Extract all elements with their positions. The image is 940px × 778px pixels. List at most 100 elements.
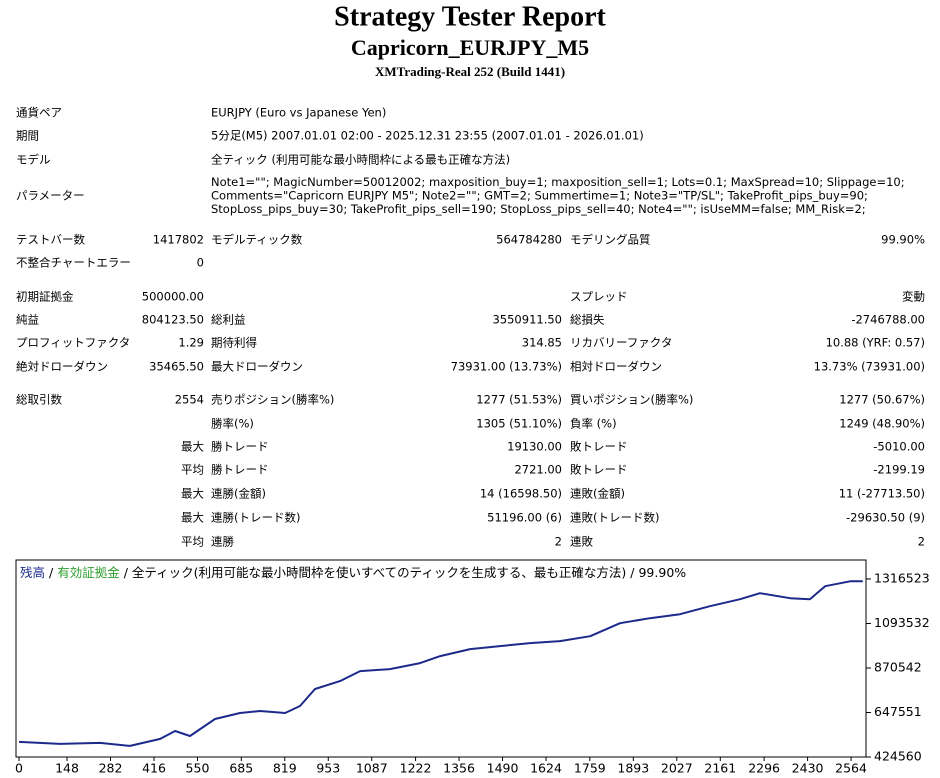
stat-label: 初期証拠金 — [16, 290, 74, 304]
x-tick-label: 1893 — [617, 761, 649, 776]
stat-label: 純益 — [16, 313, 39, 327]
legend-separator: / — [49, 565, 54, 580]
stat-value: 2554 — [175, 393, 204, 407]
stat-value: -2746788.00 — [851, 313, 925, 327]
stat-label: リカバリーファクタ — [570, 336, 672, 350]
x-tick-label: 1490 — [487, 761, 519, 776]
x-tick-label: 2564 — [835, 761, 867, 776]
stat-value: 1.29 — [178, 336, 204, 350]
info-value: Comments="Capricorn EURJPY M5"; Note2=""… — [211, 189, 868, 203]
stat-label: テストバー数 — [16, 233, 85, 247]
build-info: XMTrading-Real 252 (Build 1441) — [375, 64, 565, 79]
stat-label: 相対ドローダウン — [570, 360, 662, 374]
stat-value: 1249 (48.90%) — [839, 417, 925, 431]
stat-label: スプレッド — [570, 290, 628, 304]
x-tick-label: 148 — [55, 761, 79, 776]
stat-value: -2199.19 — [873, 463, 925, 477]
stat-value: 13.73% (73931.00) — [814, 360, 925, 374]
stat-label: 連敗(金額) — [570, 487, 625, 501]
x-tick-label: 819 — [273, 761, 297, 776]
y-tick-label: 1093532 — [874, 615, 930, 630]
x-tick-label: 2296 — [748, 761, 780, 776]
stat-value: 314.85 — [522, 336, 562, 350]
stat-label: 絶対ドローダウン — [16, 360, 108, 374]
x-tick-label: 685 — [229, 761, 253, 776]
balance-line — [18, 580, 863, 747]
stat-label: 連勝(金額) — [211, 487, 266, 501]
stat-label: 買いポジション(勝率%) — [570, 393, 693, 407]
info-label: 期間 — [16, 129, 39, 143]
legend-entry: 残高 — [20, 565, 45, 580]
info-value: 5分足(M5) 2007.01.01 02:00 - 2025.12.31 23… — [211, 129, 644, 143]
stat-label: 勝トレード — [211, 440, 269, 454]
stat-value: 2721.00 — [514, 463, 562, 477]
info-value: 全ティック (利用可能な最小時間枠による最も正確な方法) — [211, 153, 510, 167]
stat-value: 10.88 (YRF: 0.57) — [826, 336, 925, 350]
stat-value: 35465.50 — [149, 360, 204, 374]
info-label: モデル — [16, 153, 51, 167]
y-tick-label: 1316523 — [874, 570, 930, 585]
x-tick-label: 1624 — [530, 761, 562, 776]
x-tick-label: 416 — [142, 761, 166, 776]
x-tick-label: 1356 — [443, 761, 475, 776]
stat-value: 最大 — [181, 487, 204, 501]
info-value: Note1=""; MagicNumber=50012002; maxposit… — [211, 175, 905, 189]
x-tick-label: 2430 — [792, 761, 824, 776]
info-value: EURJPY (Euro vs Japanese Yen) — [211, 106, 386, 120]
stat-value: 1417802 — [153, 233, 204, 247]
stat-label: 敗トレード — [570, 440, 628, 454]
chart-frame — [15, 559, 867, 758]
stat-label: 勝率(%) — [211, 417, 254, 431]
info-label: 通貨ペア — [16, 106, 62, 120]
stat-value: 3550911.50 — [492, 313, 562, 327]
x-tick-label: 2027 — [661, 761, 693, 776]
stat-value: 564784280 — [496, 233, 562, 247]
stat-value: 平均 — [181, 535, 204, 549]
stat-label: プロフィットファクタ — [16, 336, 130, 350]
legend-quality: 99.90% — [638, 565, 686, 580]
stat-label: 勝トレード — [211, 463, 269, 477]
report-subtitle: Capricorn_EURJPY_M5 — [351, 35, 589, 60]
stat-label: 負率 (%) — [570, 417, 617, 431]
x-tick-label: 1222 — [400, 761, 432, 776]
x-tick-label: 1087 — [356, 761, 388, 776]
y-tick-label: 647551 — [874, 704, 922, 719]
info-value: StopLoss_pips_buy=30; TakeProfit_pips_se… — [211, 202, 866, 216]
stat-label: モデリング品質 — [570, 233, 651, 247]
stat-value: 1277 (50.67%) — [839, 393, 925, 407]
legend-separator: / — [630, 565, 635, 580]
stat-label: 不整合チャートエラー — [16, 256, 131, 270]
stat-value: 11 (-27713.50) — [839, 487, 925, 501]
legend-entry: 有効証拠金 — [57, 565, 120, 580]
stat-value: 2 — [555, 535, 562, 549]
stat-label: 連敗 — [570, 535, 593, 549]
y-tick-label: 424560 — [874, 749, 922, 764]
x-tick-label: 550 — [186, 761, 210, 776]
chart-legend: 残高 / 有効証拠金 / 全ティック(利用可能な最小時間枠を使いすべてのティック… — [20, 565, 686, 580]
stat-value: 変動 — [902, 290, 925, 304]
stat-value: -29630.50 (9) — [846, 511, 925, 525]
stat-value: 1305 (51.10%) — [476, 417, 562, 431]
legend-separator: / — [124, 565, 129, 580]
x-tick-label: 1759 — [574, 761, 606, 776]
stat-value: 99.90% — [881, 233, 925, 247]
info-label: パラメーター — [16, 189, 85, 203]
stat-value: 51196.00 (6) — [487, 511, 562, 525]
x-tick-label: 0 — [15, 761, 23, 776]
stat-label: 敗トレード — [570, 463, 628, 477]
x-tick-label: 2161 — [704, 761, 736, 776]
stat-value: 19130.00 — [507, 440, 562, 454]
stat-label: 総損失 — [570, 313, 605, 327]
report-title: Strategy Tester Report — [334, 1, 606, 32]
stat-label: 総取引数 — [16, 393, 62, 407]
stat-label: 売りポジション(勝率%) — [211, 393, 334, 407]
legend-model: 全ティック(利用可能な最小時間枠を使いすべてのティックを生成する、最も正確な方法… — [132, 565, 626, 580]
stat-value: 1277 (51.53%) — [476, 393, 562, 407]
stat-label: 最大ドローダウン — [211, 360, 303, 374]
stat-value: 500000.00 — [142, 290, 204, 304]
stat-label: 総利益 — [211, 313, 246, 327]
stat-value: 0 — [197, 256, 204, 270]
stat-value: 2 — [918, 535, 925, 549]
stat-value: 73931.00 (13.73%) — [451, 360, 562, 374]
